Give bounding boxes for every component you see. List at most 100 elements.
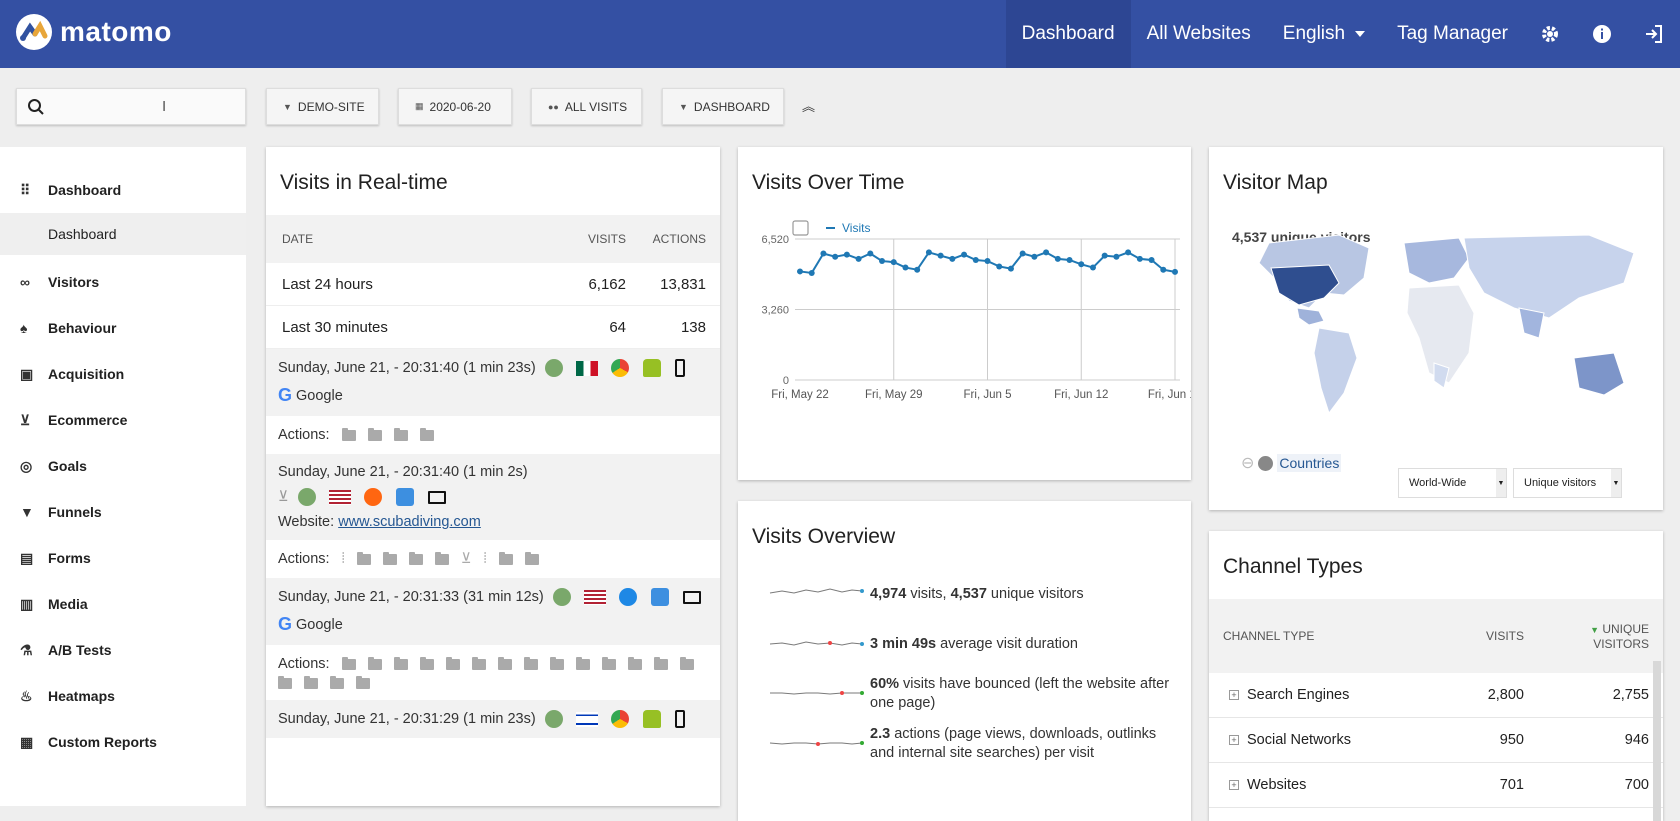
- bell-icon: ♠: [20, 320, 28, 336]
- visitor-profile-icon[interactable]: [544, 359, 563, 377]
- table-row[interactable]: + Social Networks 950 946: [1209, 718, 1663, 763]
- folder-icon[interactable]: [393, 427, 408, 441]
- column-label: UNIQUE: [1602, 621, 1649, 636]
- search-input[interactable]: I: [16, 88, 246, 125]
- dashboard-selector[interactable]: ▼ DASHBOARD: [662, 88, 784, 125]
- language-selector[interactable]: English: [1267, 0, 1381, 68]
- expand-icon[interactable]: +: [1229, 690, 1239, 700]
- sidebar-item-media[interactable]: ▥ Media: [0, 581, 246, 627]
- metric-select[interactable]: Unique visitors ▼: [1513, 468, 1622, 498]
- nav-all-websites[interactable]: All Websites: [1146, 23, 1251, 44]
- folder-icon[interactable]: [575, 656, 590, 670]
- visit-entry[interactable]: Sunday, June 21, - 20:31:40 (1 min 2s) ⊻…: [266, 454, 720, 540]
- sidebar-item-dashboard[interactable]: ⠿ Dashboard: [0, 167, 246, 213]
- caret-down-icon: [1355, 31, 1366, 37]
- region-select[interactable]: World-Wide ▼: [1398, 468, 1507, 498]
- event-icon[interactable]: ⦙: [483, 551, 487, 567]
- world-map[interactable]: [1229, 223, 1654, 433]
- folder-icon[interactable]: [367, 427, 382, 441]
- folder-icon[interactable]: [341, 656, 356, 670]
- table-row: Last 30 minutes 64 138: [266, 306, 720, 349]
- visitor-profile-icon[interactable]: [297, 488, 316, 506]
- folder-icon[interactable]: [549, 656, 564, 670]
- visitor-map-widget: Visitor Map 4,537 unique visitors ⊖ Coun…: [1209, 147, 1663, 510]
- folder-icon[interactable]: [497, 656, 512, 670]
- sidebar-item-ecommerce[interactable]: ⊻ Ecommerce: [0, 397, 246, 443]
- zoom-out-icon[interactable]: ⊖: [1241, 455, 1255, 472]
- folder-icon[interactable]: [434, 551, 449, 565]
- expand-icon[interactable]: +: [1229, 735, 1239, 745]
- folder-icon[interactable]: [679, 656, 694, 670]
- event-icon[interactable]: ⦙: [341, 551, 345, 567]
- gear-icon[interactable]: [1524, 0, 1576, 68]
- sidebar-item-heatmaps[interactable]: ♨ Heatmaps: [0, 673, 246, 719]
- folder-icon[interactable]: [653, 656, 668, 670]
- folder-icon[interactable]: [356, 676, 370, 689]
- sidebar-item-label: Funnels: [48, 504, 102, 520]
- data-point: [808, 269, 815, 276]
- visit-entry[interactable]: Sunday, June 21, - 20:31:40 (1 min 23s) …: [266, 349, 720, 416]
- folder-icon[interactable]: [445, 656, 460, 670]
- site-selector[interactable]: ▼ DEMO-SITE: [266, 88, 379, 125]
- folder-icon[interactable]: [278, 676, 292, 689]
- column-channel-type[interactable]: CHANNEL TYPE: [1223, 629, 1315, 643]
- folder-icon[interactable]: [304, 676, 318, 689]
- nav-dashboard[interactable]: Dashboard: [1005, 0, 1131, 68]
- expand-icon[interactable]: +: [1229, 780, 1239, 790]
- visitor-profile-icon[interactable]: [544, 710, 563, 728]
- table-row[interactable]: + Websites 701 700: [1209, 763, 1663, 808]
- website-label: Website:: [278, 514, 335, 530]
- sign-out-icon[interactable]: [1628, 0, 1680, 68]
- folder-icon[interactable]: [498, 551, 513, 565]
- folder-icon[interactable]: [627, 656, 642, 670]
- scrollbar[interactable]: [1653, 661, 1661, 821]
- folder-icon[interactable]: [408, 551, 423, 565]
- website-link[interactable]: www.scubadiving.com: [338, 514, 481, 530]
- sidebar-item-behaviour[interactable]: ♠ Behaviour: [0, 305, 246, 351]
- folder-icon[interactable]: [471, 656, 486, 670]
- android-icon: [642, 710, 661, 728]
- folder-icon[interactable]: [382, 551, 397, 565]
- segment-selector[interactable]: ●● ALL VISITS: [531, 88, 642, 125]
- column-date: DATE: [282, 232, 314, 246]
- folder-icon[interactable]: [419, 427, 434, 441]
- folder-icon[interactable]: [524, 551, 539, 565]
- date-selector[interactable]: ▦ 2020-06-20: [398, 88, 512, 125]
- visit-entry[interactable]: Sunday, June 21, - 20:31:29 (1 min 23s): [266, 700, 720, 738]
- data-point: [1054, 255, 1061, 262]
- collapse-toolbar-icon[interactable]: ︽: [802, 99, 816, 114]
- text-cursor-icon: I: [162, 98, 167, 115]
- visit-website: Website: www.scubadiving.com: [278, 514, 708, 530]
- folder-icon[interactable]: [341, 427, 356, 441]
- folder-icon[interactable]: [601, 656, 616, 670]
- column-visits[interactable]: VISITS: [1485, 629, 1524, 643]
- row-actions: 138: [680, 318, 706, 336]
- folder-icon[interactable]: [523, 656, 538, 670]
- visit-entry[interactable]: Sunday, June 21, - 20:31:33 (31 min 12s)…: [266, 578, 720, 645]
- sidebar-item-visitors[interactable]: ∞ Visitors: [0, 259, 246, 305]
- sidebar-item-forms[interactable]: ▤ Forms: [0, 535, 246, 581]
- column-unique-visitors[interactable]: ▼ UNIQUE VISITORS: [1524, 622, 1649, 651]
- folder-icon[interactable]: [367, 656, 382, 670]
- table-row[interactable]: + Search Engines 2,800 2,755: [1209, 673, 1663, 718]
- visitor-profile-icon[interactable]: [552, 588, 571, 606]
- sidebar-subitem-dashboard[interactable]: Dashboard: [0, 213, 246, 255]
- overview-row[interactable]: 3 min 49s average visit duration: [752, 619, 1177, 669]
- sidebar-item-acquisition[interactable]: ▣ Acquisition: [0, 351, 246, 397]
- matomo-logo[interactable]: matomo: [16, 14, 172, 50]
- folder-icon[interactable]: [330, 676, 344, 689]
- cart-abandoned-icon[interactable]: ⊻: [460, 551, 472, 567]
- sidebar-item-custom-reports[interactable]: ▦ Custom Reports: [0, 719, 246, 765]
- overview-row[interactable]: 60% visits have bounced (left the websit…: [752, 669, 1177, 719]
- folder-icon[interactable]: [393, 656, 408, 670]
- folder-icon[interactable]: [419, 656, 434, 670]
- sidebar-item-funnels[interactable]: ▼ Funnels: [0, 489, 246, 535]
- info-icon[interactable]: [1576, 0, 1628, 68]
- overview-row[interactable]: 2.3 actions (page views, downloads, outl…: [752, 719, 1177, 769]
- sidebar-item-ab-tests[interactable]: ⚗ A/B Tests: [0, 627, 246, 673]
- countries-link[interactable]: Countries: [1277, 454, 1342, 472]
- folder-icon[interactable]: [356, 551, 371, 565]
- overview-row[interactable]: 4,974 visits, 4,537 unique visitors: [752, 569, 1177, 619]
- nav-tag-manager[interactable]: Tag Manager: [1397, 23, 1508, 44]
- sidebar-item-goals[interactable]: ◎ Goals: [0, 443, 246, 489]
